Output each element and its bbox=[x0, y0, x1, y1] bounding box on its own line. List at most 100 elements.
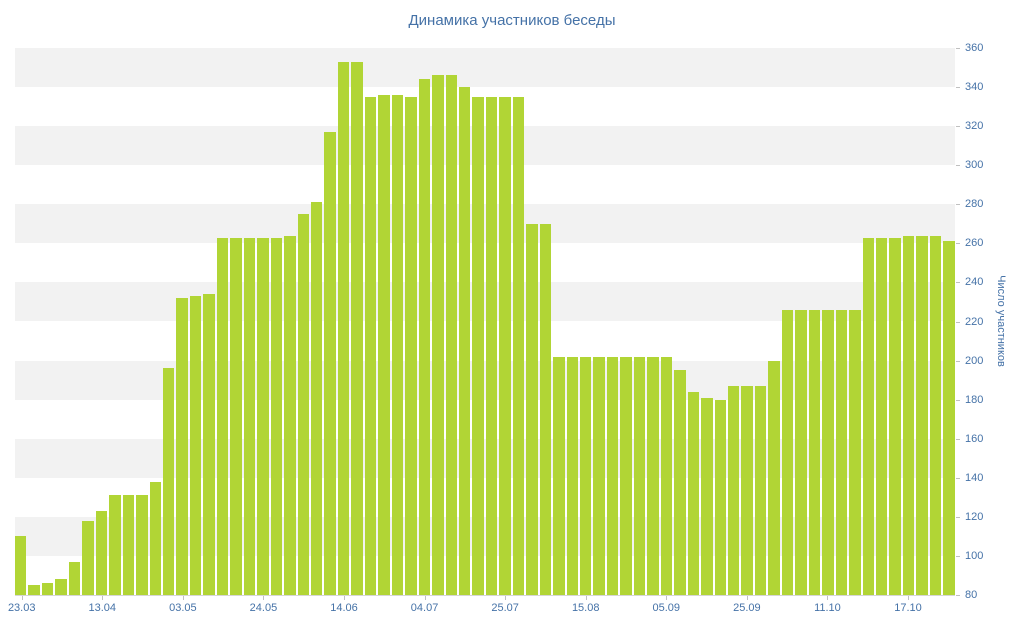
bar bbox=[754, 385, 767, 595]
bar bbox=[15, 536, 27, 595]
bar bbox=[795, 309, 807, 595]
x-tick-mark bbox=[263, 596, 265, 600]
y-tick-label: 260 bbox=[965, 237, 984, 250]
y-tick-label: 100 bbox=[965, 549, 984, 562]
chart-title: Динамика участников беседы bbox=[408, 12, 616, 29]
grid-band bbox=[15, 204, 955, 244]
y-tick-label: 300 bbox=[965, 159, 984, 172]
bar bbox=[149, 481, 161, 595]
bar bbox=[189, 296, 202, 595]
bars-container bbox=[15, 48, 955, 595]
bar bbox=[378, 94, 390, 595]
y-tick-label: 240 bbox=[965, 276, 984, 289]
bar bbox=[445, 75, 457, 595]
bar bbox=[647, 356, 659, 595]
bar bbox=[122, 495, 135, 595]
bar bbox=[364, 96, 377, 595]
x-tick-mark bbox=[585, 596, 587, 600]
y-tick-mark bbox=[956, 321, 960, 323]
grid-band bbox=[15, 48, 955, 88]
x-tick-mark bbox=[182, 596, 184, 600]
bar bbox=[929, 235, 942, 595]
bar bbox=[768, 360, 780, 595]
y-axis-title: Число участников bbox=[995, 275, 1007, 367]
y-tick-label: 340 bbox=[965, 81, 984, 94]
x-tick-mark bbox=[746, 596, 748, 600]
x-tick-mark bbox=[344, 596, 345, 600]
x-axis: 23.03 13.04 03.05 24.05 14.06 04.07 25.07 15.08… bbox=[8, 596, 955, 620]
x-tick-mark bbox=[908, 596, 909, 600]
bar bbox=[432, 75, 444, 595]
bar bbox=[68, 561, 81, 595]
y-tick-mark bbox=[956, 477, 960, 479]
y-tick-mark bbox=[956, 243, 960, 245]
x-tick-label: 23.03 bbox=[7, 602, 36, 614]
bar bbox=[176, 298, 188, 595]
y-tick-mark bbox=[956, 48, 960, 49]
bar bbox=[889, 237, 901, 595]
bar bbox=[633, 356, 646, 595]
bar bbox=[512, 96, 525, 595]
bar bbox=[162, 368, 175, 595]
bar bbox=[728, 385, 740, 595]
y-tick-label: 360 bbox=[965, 42, 984, 54]
y-tick-mark bbox=[956, 165, 960, 167]
x-tick-mark bbox=[424, 596, 426, 600]
y-axis: 360 340 320 300 280 260 240 220 200 180 160 140 120 1… bbox=[956, 42, 1000, 601]
plot-area bbox=[15, 48, 955, 596]
bar bbox=[324, 132, 336, 595]
x-tick-label: 04.07 bbox=[410, 602, 439, 614]
x-tick-label: 14.06 bbox=[330, 602, 358, 614]
bar bbox=[136, 495, 148, 595]
bar bbox=[687, 391, 700, 595]
bar bbox=[257, 237, 269, 595]
bar bbox=[876, 237, 888, 595]
y-tick-mark bbox=[956, 282, 960, 284]
x-tick-label: 03.05 bbox=[169, 602, 197, 614]
y-tick-label: 160 bbox=[965, 432, 984, 445]
bar bbox=[566, 356, 579, 595]
bar bbox=[95, 511, 108, 595]
bar bbox=[701, 397, 713, 595]
x-tick-label: 25.07 bbox=[491, 602, 519, 614]
bar bbox=[862, 237, 874, 595]
y-tick-label: 180 bbox=[965, 393, 984, 406]
bar bbox=[41, 583, 54, 595]
y-tick-label: 280 bbox=[965, 198, 984, 211]
bar bbox=[297, 214, 309, 595]
bar bbox=[337, 61, 350, 595]
bar bbox=[916, 235, 928, 595]
x-tick-mark bbox=[102, 596, 104, 600]
x-tick-mark bbox=[666, 596, 668, 600]
y-tick-mark bbox=[956, 595, 960, 596]
x-tick-label: 11.10 bbox=[814, 602, 841, 614]
bar bbox=[660, 356, 673, 595]
y-tick-mark bbox=[956, 126, 960, 128]
y-tick-label: 320 bbox=[965, 120, 984, 133]
x-tick-label: 17.10 bbox=[894, 602, 922, 614]
y-tick-label: 140 bbox=[965, 471, 984, 484]
bar bbox=[391, 94, 404, 595]
bar bbox=[499, 96, 511, 595]
bar bbox=[243, 237, 256, 595]
y-tick-mark bbox=[956, 555, 960, 557]
bar bbox=[82, 520, 94, 595]
y-tick-mark bbox=[956, 360, 960, 362]
bar bbox=[781, 309, 794, 595]
bar bbox=[822, 309, 834, 595]
y-tick-mark bbox=[956, 399, 960, 401]
bar bbox=[270, 237, 283, 595]
bar bbox=[109, 495, 121, 595]
bar bbox=[485, 96, 498, 595]
y-tick-mark bbox=[956, 204, 960, 206]
bar bbox=[418, 79, 431, 595]
bar bbox=[808, 309, 821, 595]
bar bbox=[526, 223, 538, 595]
bar bbox=[593, 356, 605, 595]
bar bbox=[405, 96, 417, 595]
x-tick-mark bbox=[21, 596, 23, 600]
bar bbox=[28, 585, 40, 595]
x-tick-label: 05.09 bbox=[652, 602, 681, 614]
bar bbox=[674, 370, 686, 595]
y-tick-mark bbox=[956, 516, 960, 518]
